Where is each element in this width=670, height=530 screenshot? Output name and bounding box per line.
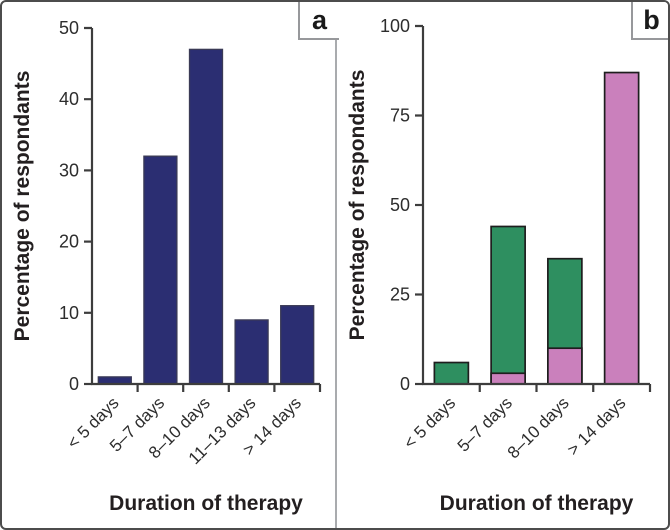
- y-tick-label: 0: [400, 374, 410, 394]
- bar-pink-series: [490, 372, 526, 385]
- y-tick-label: 100: [380, 16, 410, 36]
- panel-b-letter: b: [643, 4, 660, 35]
- bar: [234, 319, 269, 385]
- y-tick-label: 50: [390, 195, 410, 215]
- panel-a: < 5 days 5–7 days 8–10 days 11–13 days > 14 …: [2, 2, 339, 528]
- y-axis-title: Percentage of respondants: [11, 71, 34, 342]
- panel-a-label-box: a: [298, 2, 339, 40]
- bar: [280, 305, 315, 385]
- bar-green-series: [433, 361, 470, 385]
- y-axis-title: Percentage of respondants: [346, 70, 369, 341]
- x-category-label: 8–10 days: [504, 393, 573, 462]
- bar-green-series: [490, 225, 526, 385]
- y-tick-label: 10: [59, 303, 79, 323]
- y-tick-label: 20: [59, 232, 79, 252]
- y-tick-label: 40: [59, 89, 79, 109]
- y-tick-label: 50: [59, 18, 79, 38]
- y-tick-label: 75: [390, 106, 410, 126]
- panel-divider: [335, 2, 337, 528]
- x-category-label: > 14 days: [564, 393, 630, 459]
- panel-b: < 5 days 5–7 days 8–10 days > 14 days 0 25 50 7…: [337, 2, 668, 528]
- y-tick-label: 0: [69, 374, 79, 394]
- bar: [143, 155, 178, 385]
- y-tick-label: 25: [390, 285, 410, 305]
- panel-a-letter: a: [311, 4, 328, 35]
- x-axis-title: Duration of therapy: [109, 492, 303, 515]
- panel-b-label-box: b: [631, 2, 668, 40]
- x-category-label: < 5 days: [400, 393, 459, 452]
- bar-pink-series: [603, 71, 640, 385]
- x-axis-title: Duration of therapy: [440, 492, 634, 515]
- bar: [188, 48, 224, 385]
- bar-pink-series: [547, 347, 583, 385]
- y-tick-label: 30: [59, 160, 79, 180]
